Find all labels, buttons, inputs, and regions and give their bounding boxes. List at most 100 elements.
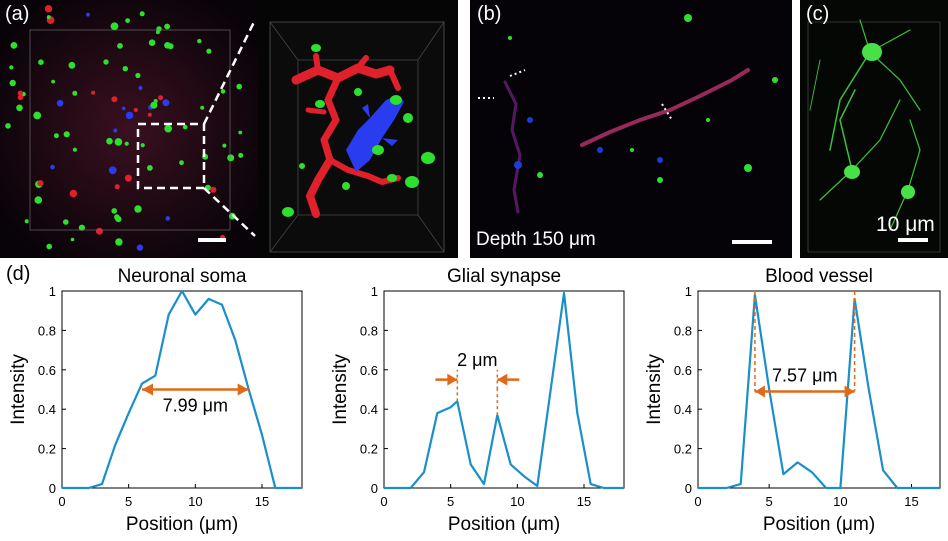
y-tick-label: 0.6	[38, 363, 56, 378]
y-tick-label: 0	[685, 481, 692, 496]
cell-dot	[117, 43, 123, 49]
green-cells	[282, 44, 435, 217]
panel-d-label: (d)	[6, 263, 31, 285]
cell-dot	[227, 154, 235, 162]
y-tick-label: 0.8	[674, 323, 692, 338]
cell-dot	[182, 124, 188, 130]
chart-axes	[697, 290, 941, 489]
cell-dot	[147, 165, 153, 171]
zoom-line-bottom	[203, 187, 256, 237]
vessel-trace	[503, 68, 750, 214]
cell-dot	[124, 174, 132, 182]
cell-dot	[17, 90, 23, 96]
cell-dot	[220, 89, 226, 94]
cell-dot	[115, 238, 123, 246]
cell-dot	[46, 243, 52, 250]
x-tick-label: 5	[447, 494, 454, 509]
y-tick-label: 0.4	[38, 402, 56, 417]
cell-dot	[63, 131, 70, 138]
cell-dot	[72, 90, 78, 96]
x-tick-label: 0	[694, 494, 701, 509]
cell-dot	[69, 189, 78, 198]
chart-title: Neuronal soma	[118, 266, 247, 287]
y-axis-label: Intensity	[330, 354, 351, 425]
arrow-head-left	[142, 383, 153, 396]
y-tick-label: 1	[371, 284, 378, 299]
cell-dot	[34, 196, 43, 204]
cell-dot	[164, 23, 171, 30]
distance-label: 7.57 μm	[772, 365, 837, 385]
panel-c-label: (c)	[806, 3, 830, 25]
vessel-structure	[291, 53, 401, 218]
profile-line	[62, 289, 302, 490]
cell-dot	[53, 133, 59, 139]
panel-c-micrograph	[800, 0, 948, 258]
cell-dot	[106, 137, 113, 145]
profile-line	[698, 293, 940, 490]
cell-dot	[134, 205, 142, 213]
scale-bar	[732, 240, 772, 244]
cell-dot	[158, 95, 164, 101]
y-tick-label: 0.2	[38, 442, 56, 457]
cell-dot	[200, 105, 205, 110]
panel-a-micrograph	[0, 0, 258, 258]
cell-dot	[121, 106, 126, 111]
y-tick-label: 0.2	[674, 442, 692, 457]
y-tick-label: 0.4	[674, 402, 692, 417]
scale-bar	[898, 238, 928, 242]
cell-dot	[179, 160, 184, 166]
x-tick-label: 15	[577, 494, 591, 509]
scale-bar	[198, 238, 226, 242]
y-tick-label: 0.8	[360, 323, 378, 338]
y-tick-label: 0.4	[360, 402, 378, 417]
y-axis-label: Intensity	[644, 354, 665, 425]
x-tick-label: 10	[510, 494, 524, 509]
panel-b-image: (b) Depth 150 μm	[470, 0, 792, 258]
cell-dot	[38, 59, 44, 65]
cell-dot	[147, 112, 152, 117]
arrow-head-right	[237, 383, 249, 396]
y-tick-label: 1	[685, 284, 692, 299]
y-tick-label: 0.6	[360, 363, 378, 378]
cell-dot	[125, 111, 134, 120]
cell-dot	[238, 130, 243, 135]
arrow-head-left	[754, 385, 765, 398]
x-tick-label: 15	[255, 494, 269, 509]
cell-dot	[136, 244, 144, 251]
cell-dot	[139, 11, 145, 17]
cell-dot	[72, 147, 77, 152]
x-axis-label: Position (μm)	[763, 514, 875, 535]
x-tick-label: 5	[125, 494, 132, 509]
cell-dot	[103, 59, 109, 65]
cell-dot	[37, 180, 44, 187]
zoom-region	[136, 122, 206, 190]
neuron-somata	[844, 43, 915, 199]
cell-dot	[50, 164, 55, 170]
y-axis-label: Intensity	[8, 354, 29, 425]
cell-dot	[210, 186, 217, 193]
panel-c-image: (c) 10 μm	[800, 0, 948, 258]
cell-dot	[162, 99, 170, 107]
cell-dot	[46, 15, 51, 20]
arrow-head-right	[497, 373, 508, 386]
panel-a-zoom-render	[258, 0, 458, 258]
panel-a-image: (a)	[0, 0, 258, 258]
cell-dot	[9, 65, 14, 70]
x-tick-label: 10	[188, 494, 202, 509]
cell-dot	[124, 141, 129, 146]
cell-dot	[153, 99, 158, 103]
cell-dot	[150, 101, 158, 109]
cell-dot	[9, 79, 16, 87]
x-axis-label: Position (μm)	[126, 514, 238, 535]
cell-dot	[114, 214, 120, 220]
cell-dot	[108, 166, 117, 175]
zoom-render	[258, 0, 458, 258]
cell-dot	[70, 237, 75, 242]
cell-dot	[140, 143, 145, 148]
y-tick-label: 0.2	[360, 442, 378, 457]
cell-dot	[125, 18, 130, 23]
cell-dot	[91, 90, 96, 95]
cell-dot	[17, 94, 24, 101]
cell-dot	[122, 66, 128, 72]
cell-dot	[238, 152, 244, 158]
